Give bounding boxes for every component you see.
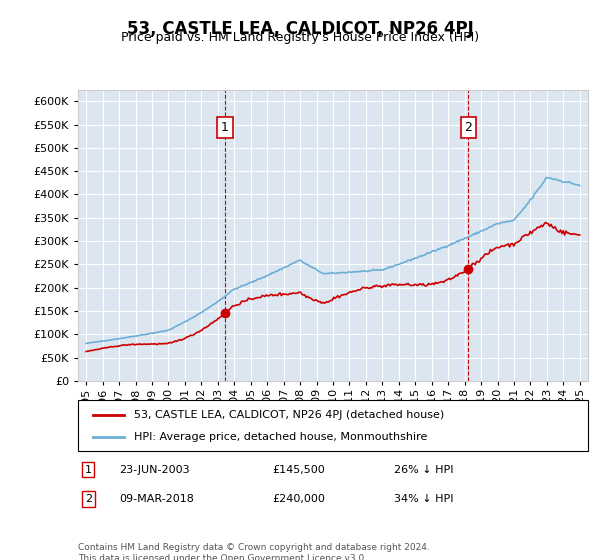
Text: Price paid vs. HM Land Registry's House Price Index (HPI): Price paid vs. HM Land Registry's House … xyxy=(121,31,479,44)
Text: £240,000: £240,000 xyxy=(272,494,325,504)
Text: 53, CASTLE LEA, CALDICOT, NP26 4PJ (detached house): 53, CASTLE LEA, CALDICOT, NP26 4PJ (deta… xyxy=(134,409,445,419)
Text: 09-MAR-2018: 09-MAR-2018 xyxy=(119,494,194,504)
Text: HPI: Average price, detached house, Monmouthshire: HPI: Average price, detached house, Monm… xyxy=(134,432,427,442)
Text: 2: 2 xyxy=(85,494,92,504)
Text: Contains HM Land Registry data © Crown copyright and database right 2024.
This d: Contains HM Land Registry data © Crown c… xyxy=(78,543,430,560)
Text: 1: 1 xyxy=(85,465,92,475)
Text: 23-JUN-2003: 23-JUN-2003 xyxy=(119,465,190,475)
Text: 53, CASTLE LEA, CALDICOT, NP26 4PJ: 53, CASTLE LEA, CALDICOT, NP26 4PJ xyxy=(127,20,473,38)
FancyBboxPatch shape xyxy=(78,400,588,451)
Text: £145,500: £145,500 xyxy=(272,465,325,475)
Text: 2: 2 xyxy=(464,121,472,134)
Text: 26% ↓ HPI: 26% ↓ HPI xyxy=(394,465,454,475)
Text: 1: 1 xyxy=(221,121,229,134)
Text: 34% ↓ HPI: 34% ↓ HPI xyxy=(394,494,454,504)
